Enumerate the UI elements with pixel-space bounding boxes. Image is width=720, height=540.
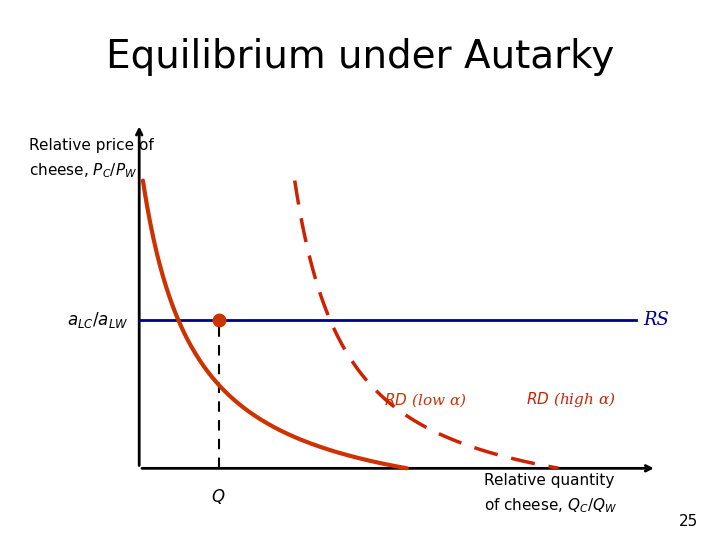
Text: $Q$: $Q$	[212, 487, 226, 506]
Text: of cheese, $Q_C/Q_W$: of cheese, $Q_C/Q_W$	[485, 497, 618, 515]
Text: $RD$ (low α): $RD$ (low α)	[384, 391, 467, 409]
Text: Relative quantity: Relative quantity	[485, 473, 615, 488]
Text: 25: 25	[679, 514, 698, 529]
Text: $a_{LC}/a_{LW}$: $a_{LC}/a_{LW}$	[68, 309, 129, 329]
Text: cheese, $P_C/P_W$: cheese, $P_C/P_W$	[29, 161, 137, 180]
Text: $RD$ (high α): $RD$ (high α)	[526, 390, 616, 409]
Text: Equilibrium under Autarky: Equilibrium under Autarky	[106, 38, 614, 76]
Text: RS: RS	[643, 310, 669, 329]
Text: Relative price of: Relative price of	[29, 138, 153, 153]
